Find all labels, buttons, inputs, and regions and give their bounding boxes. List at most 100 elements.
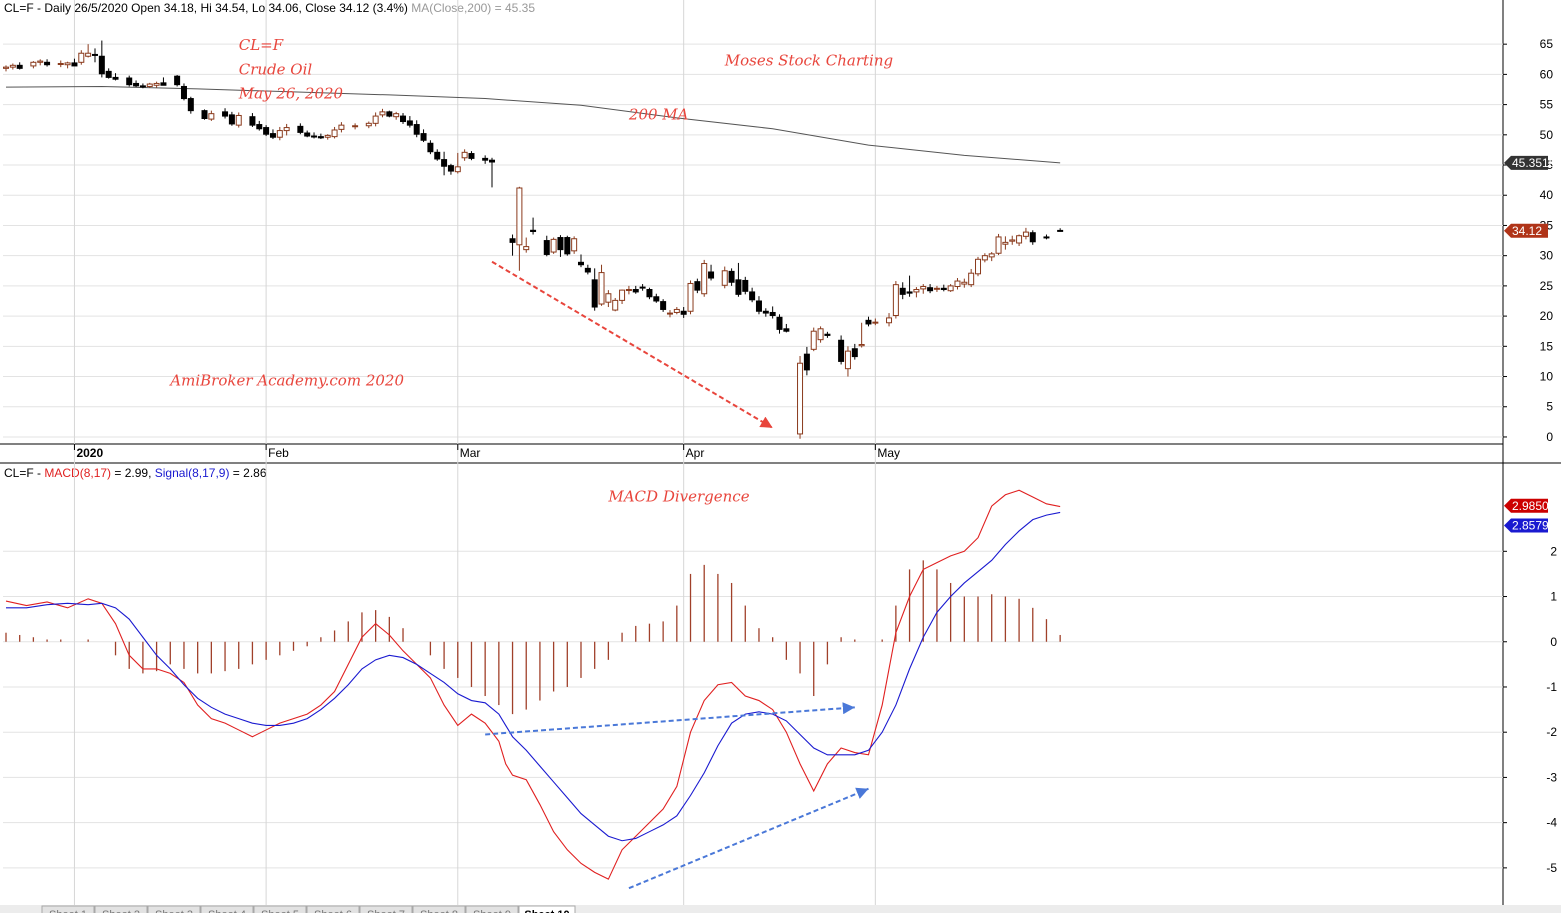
candle-body bbox=[673, 308, 680, 313]
candle-body bbox=[625, 289, 632, 292]
candle bbox=[454, 152, 461, 174]
price-annotation: CL=F bbox=[239, 36, 284, 54]
sheet-tab-label: Sheet 4 bbox=[208, 909, 246, 913]
candle bbox=[803, 346, 810, 376]
macd-tick-label: 1 bbox=[1550, 590, 1557, 604]
candle-body bbox=[708, 271, 715, 279]
macd-header-signal-label: Signal(8,17,9) bbox=[155, 466, 230, 480]
candle-body bbox=[413, 124, 420, 135]
candle-body bbox=[482, 157, 489, 161]
candle bbox=[954, 278, 961, 290]
price-annotation: Crude Oil bbox=[239, 60, 313, 78]
sheet-tab[interactable]: Sheet 8 bbox=[412, 905, 466, 918]
candle bbox=[961, 278, 968, 288]
candle bbox=[304, 130, 311, 138]
sheet-tab[interactable]: Sheet 9 bbox=[465, 905, 519, 918]
candle-body bbox=[755, 300, 762, 312]
candle-body bbox=[1002, 241, 1009, 245]
macd-tick-label: -2 bbox=[1546, 725, 1557, 739]
macd-header-sep: - bbox=[34, 466, 45, 480]
candle-body bbox=[420, 133, 427, 141]
candle-body bbox=[995, 236, 1002, 254]
candle-body bbox=[749, 291, 756, 301]
candle-body bbox=[44, 61, 51, 66]
candle bbox=[858, 322, 865, 348]
sheet-tab[interactable]: Sheet 5 bbox=[253, 905, 307, 918]
candle bbox=[742, 276, 749, 295]
candle bbox=[810, 327, 817, 352]
candle-body bbox=[509, 238, 516, 243]
candle-body bbox=[1009, 239, 1016, 242]
candle bbox=[653, 293, 660, 303]
candle bbox=[550, 237, 557, 254]
candle-body bbox=[112, 76, 119, 80]
ma200-line bbox=[5, 85, 1061, 164]
sheet-tab[interactable]: Sheet 1 bbox=[41, 905, 95, 918]
candle bbox=[892, 281, 899, 319]
month-label: May bbox=[877, 446, 900, 460]
price-annotation: 200 MA bbox=[628, 106, 689, 124]
sheet-tab[interactable]: Sheet 4 bbox=[200, 905, 254, 918]
candle bbox=[413, 120, 420, 138]
price-value-badge: 45.3518 bbox=[1504, 155, 1556, 170]
candle-body bbox=[619, 289, 626, 301]
candle-body bbox=[721, 270, 728, 286]
price-value-badge: 34.12 bbox=[1504, 223, 1548, 238]
candle-body bbox=[886, 317, 893, 324]
candle-body bbox=[1022, 231, 1029, 237]
candle-body bbox=[489, 159, 496, 163]
candle-body bbox=[30, 61, 37, 67]
sheet-tab-label: Sheet 8 bbox=[420, 909, 458, 913]
candle bbox=[598, 264, 605, 306]
macd-tick-label: 0 bbox=[1550, 635, 1557, 649]
sheet-tab[interactable]: Sheet 6 bbox=[306, 905, 360, 918]
candle bbox=[886, 313, 893, 327]
header-ohlc: - Daily 26/5/2020 Open 34.18, Hi 34.54, … bbox=[34, 1, 408, 15]
candle bbox=[133, 80, 140, 88]
macd-tick-label: -1 bbox=[1546, 680, 1557, 694]
candle bbox=[844, 346, 851, 377]
macd-header-macd-value: = 2.99, bbox=[111, 466, 155, 480]
candle bbox=[331, 126, 338, 139]
candle bbox=[701, 259, 708, 297]
sheet-tab-label: Sheet 2 bbox=[102, 909, 140, 913]
candle-body bbox=[694, 281, 701, 291]
candle bbox=[749, 287, 756, 303]
sheet-tab[interactable]: Sheet 7 bbox=[359, 905, 413, 918]
candle bbox=[543, 235, 550, 257]
price-annotation: Moses Stock Charting bbox=[724, 51, 893, 69]
candle bbox=[571, 236, 578, 254]
candle-body bbox=[947, 285, 954, 292]
candle bbox=[400, 113, 407, 124]
candle bbox=[37, 59, 44, 66]
sheet-tab-bar-bg bbox=[0, 905, 1561, 913]
signal-line bbox=[6, 511, 1061, 842]
candle bbox=[762, 308, 769, 317]
candle bbox=[139, 83, 146, 89]
sheet-tab[interactable]: Sheet 10 bbox=[518, 905, 576, 918]
sheet-tab[interactable]: Sheet 2 bbox=[94, 905, 148, 918]
candle-body bbox=[3, 66, 9, 69]
candle-body bbox=[160, 82, 167, 86]
candle bbox=[126, 75, 133, 87]
macd-value-badge-text: 2.85791 bbox=[1512, 519, 1556, 533]
candle bbox=[297, 123, 304, 135]
candle-body bbox=[187, 98, 194, 112]
candle-body bbox=[386, 111, 393, 117]
candle-body bbox=[968, 272, 975, 286]
candle-body bbox=[769, 311, 776, 316]
candle bbox=[1002, 236, 1009, 250]
candle-body bbox=[461, 151, 468, 159]
candle-body bbox=[1057, 229, 1064, 232]
price-tick-label: 55 bbox=[1540, 98, 1554, 112]
sheet-tab[interactable]: Sheet 3 bbox=[147, 905, 201, 918]
candle-body bbox=[9, 64, 16, 68]
candle bbox=[776, 314, 783, 334]
candle bbox=[920, 284, 927, 294]
candle bbox=[222, 108, 229, 119]
candle bbox=[311, 132, 318, 139]
candle bbox=[728, 268, 735, 286]
candle bbox=[208, 110, 215, 121]
candle bbox=[872, 318, 879, 326]
sheet-tab-label: Sheet 6 bbox=[314, 909, 352, 913]
